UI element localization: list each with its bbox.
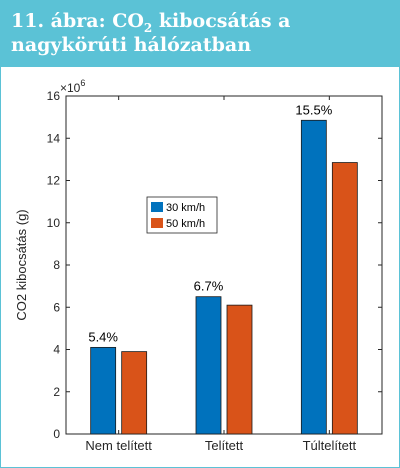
x-tick-label: Telített <box>205 438 244 453</box>
y-tick-label: 8 <box>53 258 60 272</box>
figure-header: 11. ábra: CO2 kibocsátás a nagykörúti há… <box>1 1 399 67</box>
plot-area <box>65 95 383 435</box>
y-tick-label: 6 <box>53 300 60 314</box>
y-tick-label: 12 <box>47 174 61 188</box>
figure-title-prefix: 11. ábra: CO <box>11 10 144 32</box>
bar-data-label: 5.4% <box>88 329 118 344</box>
x-tick-label: Túltelített <box>303 438 357 453</box>
bar-series1 <box>195 296 222 435</box>
x-tick-label: Nem telített <box>85 438 152 453</box>
y-axis: 0 2 4 6 8 10 12 14 16 <box>47 89 382 441</box>
legend: 30 km/h 50 km/h <box>146 196 218 234</box>
bar-series2 <box>331 162 358 435</box>
y-axis-label: CO2 kibocsátás (g) <box>14 209 29 320</box>
legend-swatch-30 <box>151 202 163 212</box>
y-tick-label: 10 <box>47 216 61 230</box>
figure-title: 11. ábra: CO2 kibocsátás a nagykörúti há… <box>11 9 391 57</box>
bar-labels: 5.4% 6.7% 15.5% <box>88 102 332 344</box>
bar-series1 <box>90 346 117 435</box>
figure-title-subscript: 2 <box>143 20 153 35</box>
legend-swatch-50 <box>151 218 163 228</box>
bar-series1 <box>300 119 327 435</box>
bar-series2 <box>121 351 148 435</box>
y-multiplier-exponent: 6 <box>80 78 85 88</box>
legend-label-30: 30 km/h <box>166 202 205 214</box>
y-multiplier-base: ×10 <box>60 81 81 95</box>
figure-title-suffix: kibocsátás a nagykörúti hálózatban <box>11 10 291 56</box>
x-axis: Nem telített Telített Túltelített <box>85 96 356 453</box>
legend-label-50: 50 km/h <box>166 218 205 230</box>
y-tick-label: 2 <box>53 385 60 399</box>
bar-data-label: 6.7% <box>194 279 224 294</box>
y-multiplier: ×106 <box>60 78 85 95</box>
y-tick-label: 0 <box>53 427 60 441</box>
bar-series2 <box>226 304 253 435</box>
bars <box>90 119 358 435</box>
bar-data-label: 15.5% <box>295 102 332 117</box>
y-tick-label: 4 <box>53 343 60 357</box>
y-tick-label: 16 <box>47 89 61 103</box>
y-tick-label: 14 <box>47 131 61 145</box>
